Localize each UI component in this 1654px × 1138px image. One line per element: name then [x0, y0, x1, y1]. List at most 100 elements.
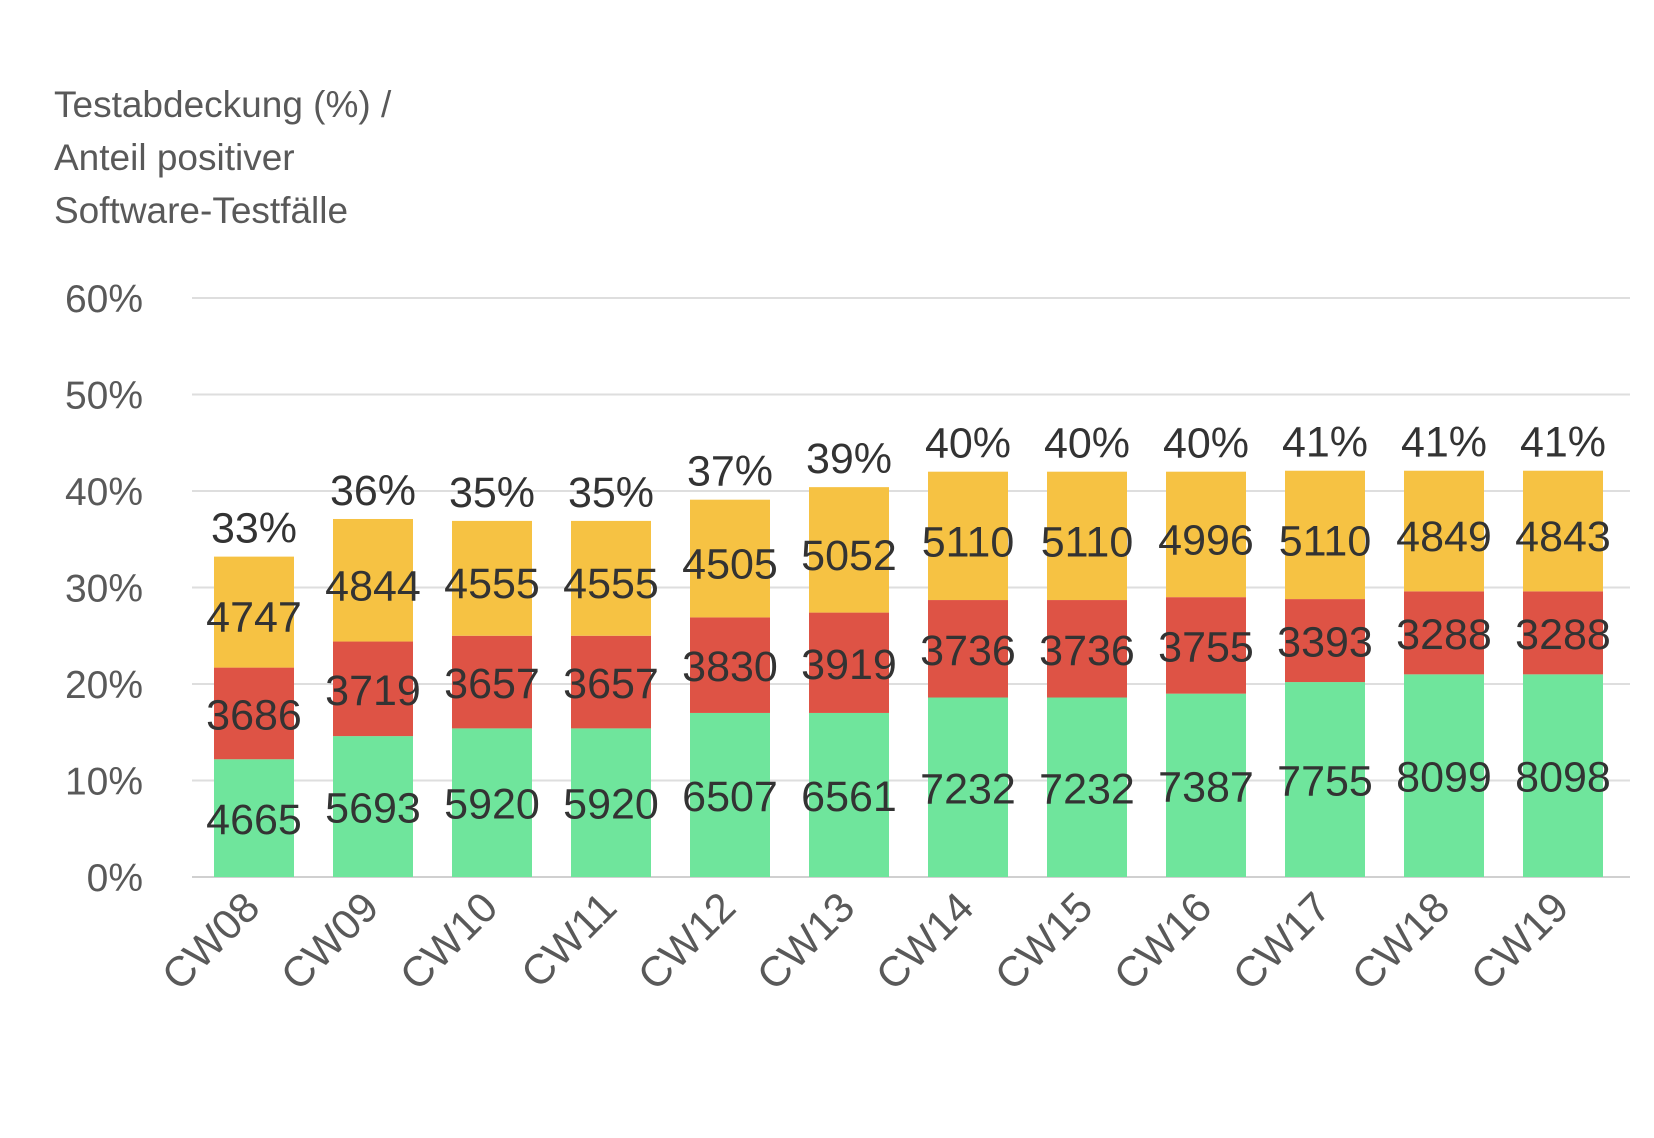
- bar-yellow-CW10: [452, 520, 532, 636]
- bar-yellow-CW18: [1404, 470, 1484, 592]
- data-label-yellow-CW17: 5110: [1279, 517, 1371, 565]
- bar-green-CW08: [214, 759, 294, 877]
- bar-red-CW10: [452, 635, 532, 729]
- bar-red-CW13: [809, 612, 889, 713]
- bar-red-CW15: [1047, 600, 1127, 698]
- total-label-CW09: 36%: [330, 467, 416, 515]
- data-label-red-CW18: 3288: [1396, 611, 1492, 659]
- total-label-CW16: 40%: [1163, 420, 1249, 468]
- data-label-red-CW13: 3919: [801, 641, 897, 689]
- y-tick-label-0: 0%: [87, 857, 143, 900]
- y-tick-label-20: 20%: [65, 664, 143, 707]
- bar-yellow-CW16: [1166, 471, 1246, 598]
- y-tick-label-40: 40%: [65, 471, 143, 514]
- total-label-CW14: 40%: [925, 420, 1011, 468]
- bar-yellow-CW19: [1523, 470, 1603, 592]
- bar-yellow-CW14: [928, 471, 1008, 601]
- data-label-yellow-CW18: 4849: [1396, 513, 1492, 561]
- bar-red-CW12: [690, 617, 770, 713]
- bar-green-CW18: [1404, 674, 1484, 877]
- data-label-red-CW16: 3755: [1158, 623, 1254, 671]
- y-axis-title-line-3: Software-Testfälle: [54, 190, 349, 231]
- data-label-green-CW17: 7755: [1277, 758, 1373, 806]
- data-label-yellow-CW19: 4843: [1515, 513, 1611, 561]
- data-label-green-CW15: 7232: [1039, 765, 1135, 813]
- y-axis-title-line-2: Anteil positiver: [54, 137, 295, 178]
- total-label-CW19: 41%: [1520, 419, 1606, 467]
- data-label-green-CW19: 8098: [1515, 754, 1611, 802]
- data-label-red-CW08: 3686: [206, 691, 302, 739]
- data-label-green-CW09: 5693: [325, 785, 421, 833]
- x-tick-label-CW14: CW14: [867, 883, 983, 999]
- bar-yellow-CW09: [333, 518, 413, 642]
- total-label-CW15: 40%: [1044, 420, 1130, 468]
- data-label-red-CW15: 3736: [1039, 627, 1135, 675]
- data-label-yellow-CW12: 4505: [682, 540, 778, 588]
- data-label-yellow-CW14: 5110: [922, 518, 1014, 566]
- data-label-red-CW14: 3736: [920, 627, 1016, 675]
- y-tick-label-50: 50%: [65, 375, 143, 418]
- x-tick-label-CW19: CW19: [1462, 883, 1578, 999]
- data-label-red-CW09: 3719: [325, 667, 421, 715]
- bar-green-CW11: [571, 728, 651, 877]
- bar-green-CW10: [452, 728, 532, 877]
- bar-green-CW16: [1166, 693, 1246, 877]
- x-tick-label-CW08: CW08: [153, 883, 269, 999]
- x-tick-label-CW10: CW10: [391, 883, 507, 999]
- bar-red-CW08: [214, 667, 294, 760]
- data-label-yellow-CW09: 4844: [325, 562, 421, 610]
- x-tick-label-CW17: CW17: [1224, 883, 1340, 999]
- bar-green-CW15: [1047, 697, 1127, 877]
- y-tick-label-60: 60%: [65, 278, 143, 321]
- data-label-yellow-CW15: 5110: [1041, 518, 1133, 566]
- y-axis-title: Testabdeckung (%) / Anteil positiver Sof…: [54, 78, 391, 237]
- total-label-CW11: 35%: [568, 469, 654, 517]
- bar-red-CW18: [1404, 591, 1484, 675]
- bar-green-CW19: [1523, 674, 1603, 877]
- x-tick-label-CW11: CW11: [512, 883, 626, 997]
- data-label-yellow-CW13: 5052: [801, 532, 897, 580]
- total-label-CW12: 37%: [687, 448, 773, 496]
- data-label-red-CW10: 3657: [444, 660, 540, 708]
- y-axis-title-line-1: Testabdeckung (%) /: [54, 84, 392, 125]
- data-label-yellow-CW11: 4555: [563, 560, 659, 608]
- bar-red-CW09: [333, 641, 413, 737]
- bar-yellow-CW12: [690, 499, 770, 618]
- data-label-green-CW08: 4665: [206, 796, 302, 844]
- data-label-red-CW12: 3830: [682, 643, 778, 691]
- x-tick-label-CW15: CW15: [986, 883, 1102, 999]
- bar-yellow-CW11: [571, 520, 651, 636]
- bar-green-CW09: [333, 736, 413, 877]
- data-label-green-CW11: 5920: [563, 781, 659, 829]
- data-label-green-CW10: 5920: [444, 781, 540, 829]
- bar-red-CW14: [928, 600, 1008, 698]
- data-label-yellow-CW08: 4747: [206, 594, 302, 642]
- data-label-red-CW17: 3393: [1277, 619, 1373, 667]
- x-tick-label-CW16: CW16: [1105, 883, 1221, 999]
- data-label-yellow-CW16: 4996: [1158, 517, 1254, 565]
- total-label-CW17: 41%: [1282, 419, 1368, 467]
- data-label-yellow-CW10: 4555: [444, 560, 540, 608]
- bar-green-CW13: [809, 712, 889, 877]
- data-label-green-CW14: 7232: [920, 765, 1016, 813]
- bar-yellow-CW15: [1047, 471, 1127, 601]
- bar-yellow-CW17: [1285, 470, 1365, 600]
- bar-red-CW11: [571, 635, 651, 729]
- x-tick-label-CW09: CW09: [272, 883, 388, 999]
- total-label-CW13: 39%: [806, 435, 892, 483]
- bar-yellow-CW13: [809, 487, 889, 613]
- total-label-CW08: 33%: [211, 505, 297, 553]
- bar-green-CW14: [928, 697, 1008, 877]
- data-label-green-CW16: 7387: [1158, 763, 1254, 811]
- bar-green-CW17: [1285, 682, 1365, 877]
- bar-red-CW17: [1285, 599, 1365, 683]
- x-tick-label-CW18: CW18: [1343, 883, 1459, 999]
- bar-yellow-CW08: [214, 556, 294, 668]
- y-tick-label-30: 30%: [65, 568, 143, 611]
- total-label-CW10: 35%: [449, 469, 535, 517]
- x-tick-label-CW13: CW13: [748, 883, 864, 999]
- data-label-red-CW19: 3288: [1515, 611, 1611, 659]
- data-label-green-CW12: 6507: [682, 773, 778, 821]
- bar-red-CW19: [1523, 591, 1603, 675]
